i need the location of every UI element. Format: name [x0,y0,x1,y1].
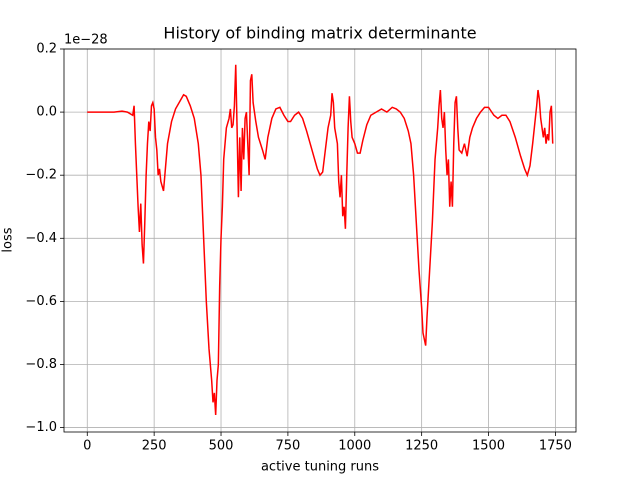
x-axis-label: active tuning runs [261,460,379,475]
x-tick-label: 1750 [539,439,572,454]
y-axis-label: loss [1,227,16,252]
y-offset-label: 1e−28 [64,33,108,48]
y-tick-label: −0.4 [25,231,57,246]
x-tick-label: 0 [83,439,91,454]
y-tick-label: −0.6 [25,294,57,309]
x-tick-label: 1250 [405,439,438,454]
data-line [87,64,554,416]
y-tick-label: −0.2 [25,168,57,183]
y-tick-label: 0.2 [36,42,57,57]
y-tick-label: −0.8 [25,357,57,372]
chart-title: History of binding matrix determinante [163,24,476,43]
x-tick-label: 750 [275,439,300,454]
x-tick-label: 1500 [472,439,505,454]
x-tick-label: 500 [209,439,234,454]
plot-frame [63,48,577,433]
x-tick-label: 1000 [338,439,371,454]
x-tick-label: 250 [142,439,167,454]
y-tick-label: 0.0 [36,105,57,120]
y-tick-label: −1.0 [25,420,57,435]
